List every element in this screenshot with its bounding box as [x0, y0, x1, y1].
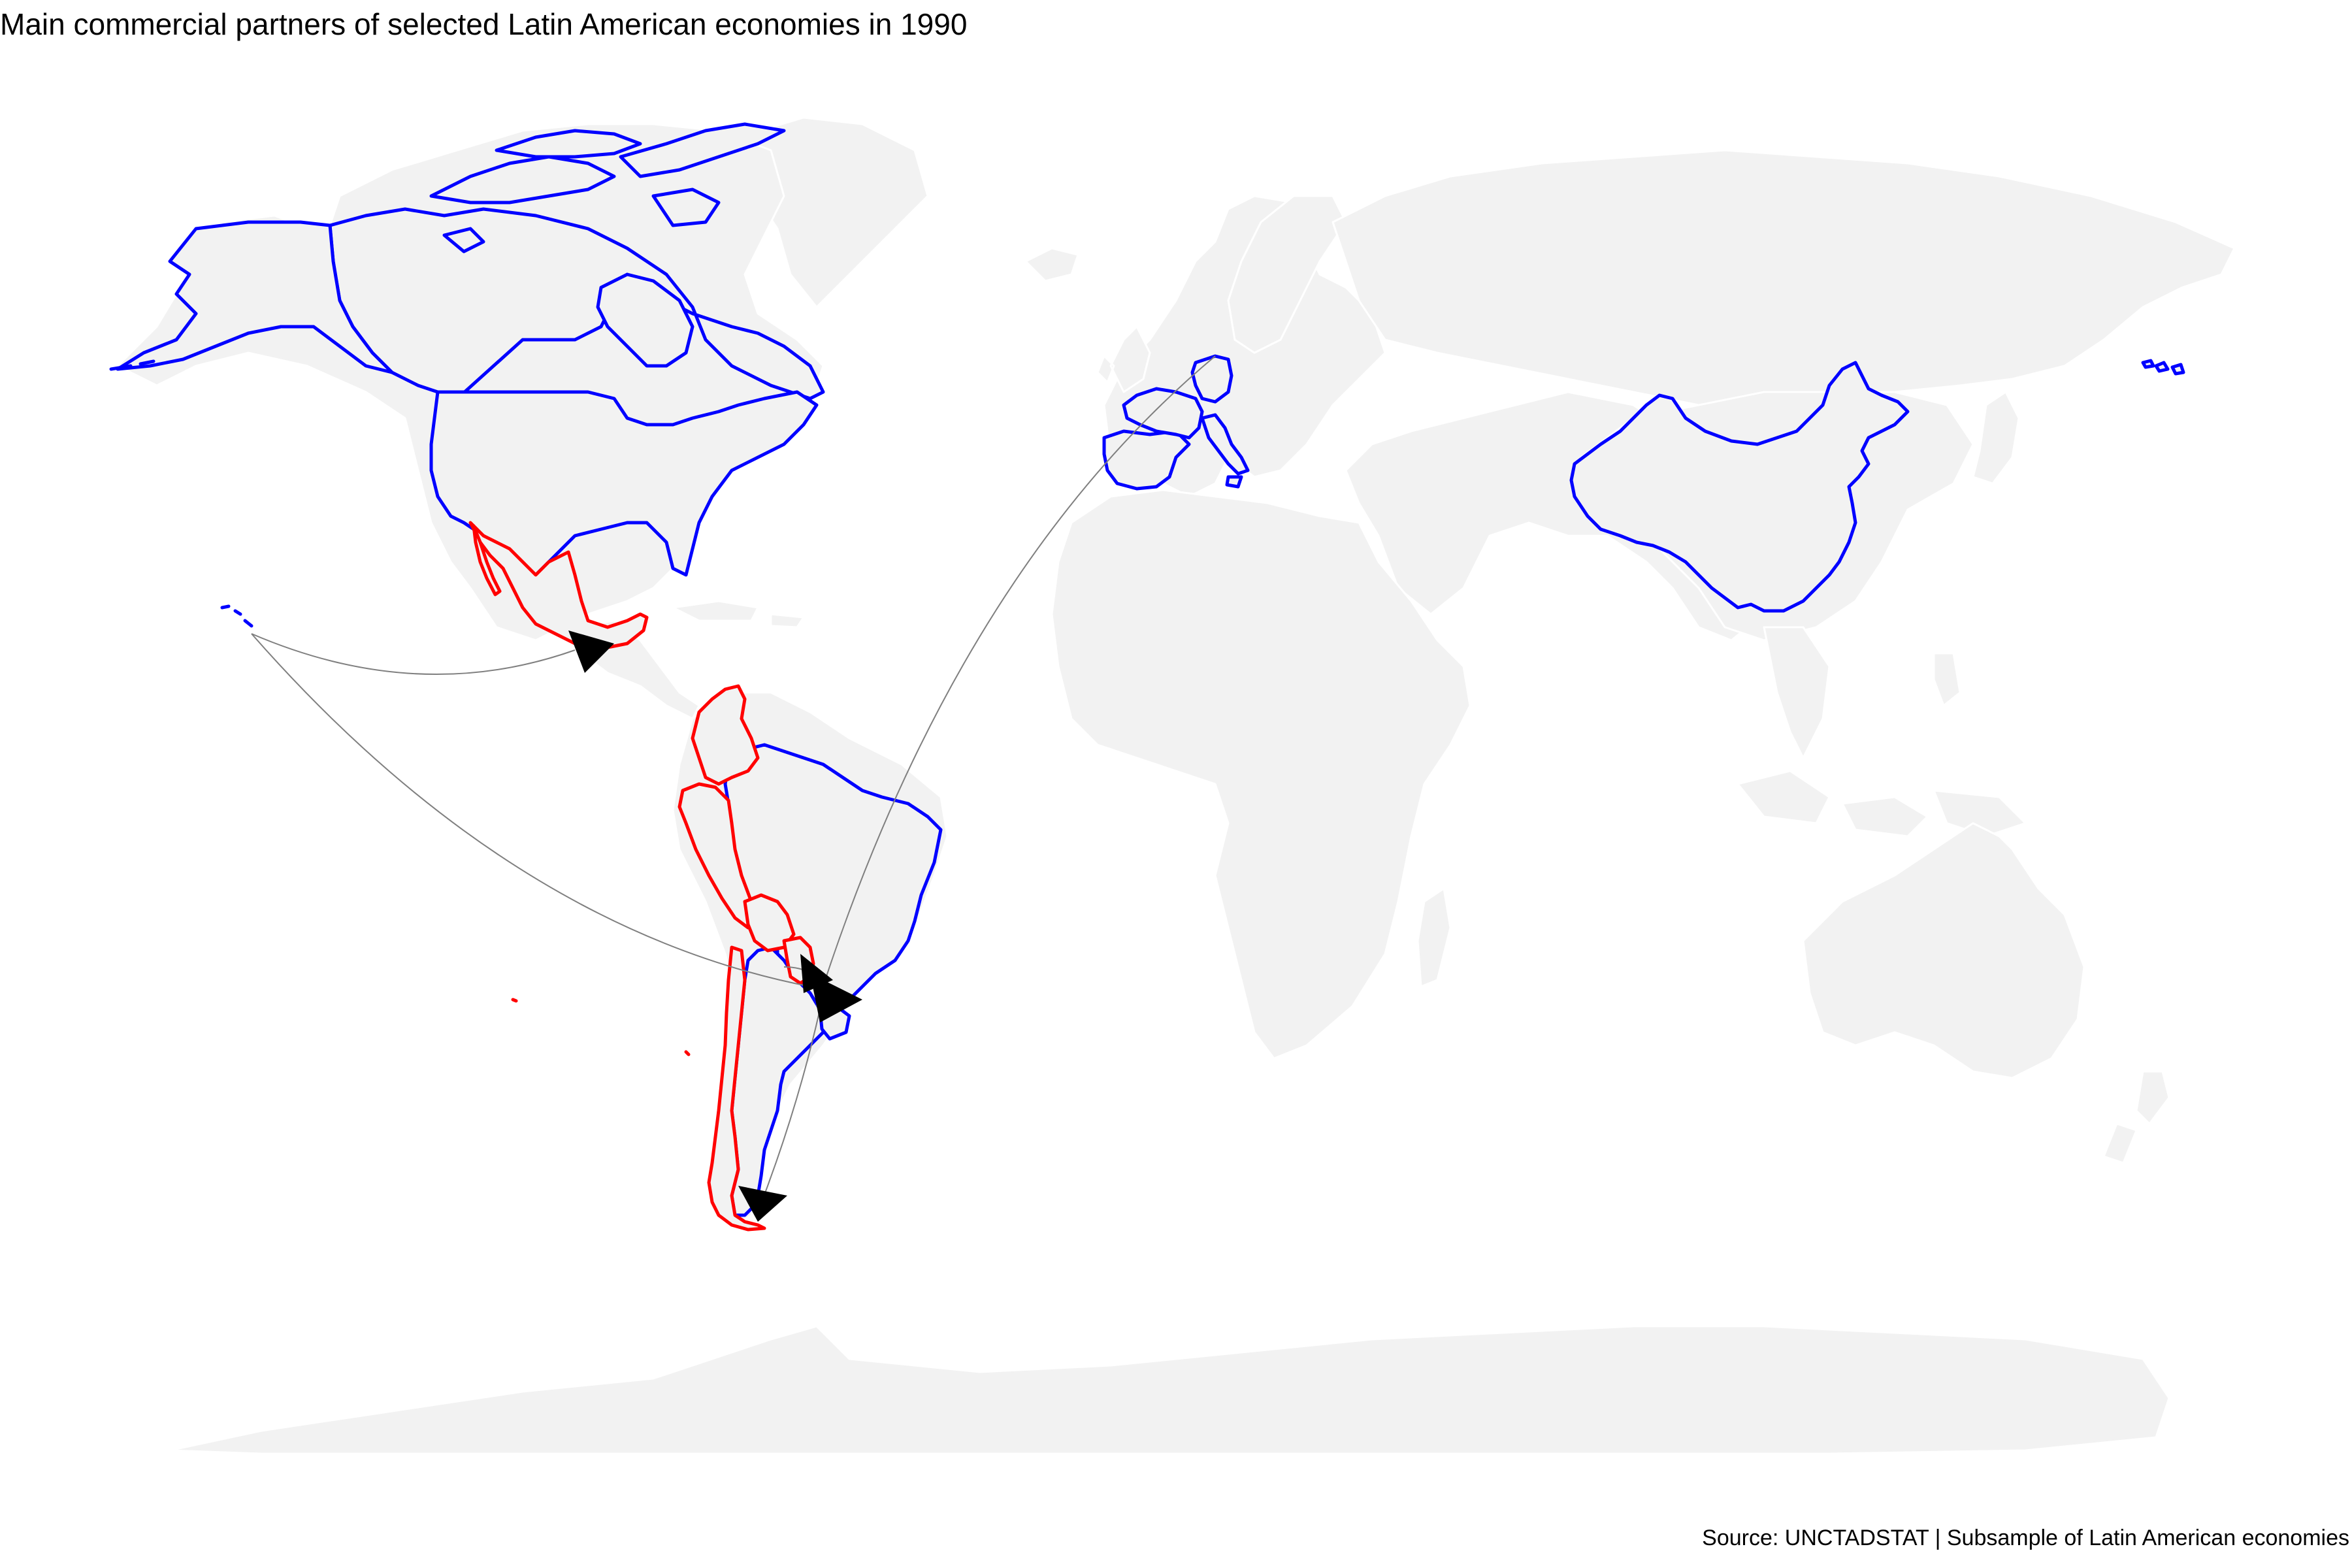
land-japan: [1972, 391, 2020, 485]
partner-japan: [2141, 359, 2185, 376]
arrow-head-chile: [738, 1186, 787, 1222]
partner-france: [1122, 387, 1204, 440]
land-russia: [1331, 149, 2236, 406]
land-scandinavia: [1227, 195, 1347, 354]
land-british-isles: [1096, 325, 1151, 393]
map-title: Main commercial partners of selected Lat…: [0, 7, 968, 41]
source-caption: Source: UNCTADSTAT | Subsample of Latin …: [1702, 1526, 2349, 1550]
origin-chile: [707, 945, 766, 1232]
arrow-heads-layer: [568, 630, 862, 1222]
origin-mexico: [468, 521, 649, 652]
origin-mexico-baja: [472, 524, 502, 596]
partner-outline-layer: [109, 122, 2185, 1217]
partner-canada: [328, 207, 825, 400]
partner-usa-alaska: [116, 220, 394, 374]
land-antarctica: [169, 1325, 2170, 1455]
land-indonesia: [1737, 652, 2027, 838]
land-africa: [1051, 489, 1471, 1060]
partner-usa-hawaii: [220, 604, 253, 628]
partner-usa-aleutians: [109, 359, 155, 371]
land-iceland: [1024, 247, 1079, 282]
partner-china: [1569, 361, 1910, 613]
partner-canada-islands: [429, 122, 786, 253]
flow-line-japan-mexico: [251, 633, 576, 676]
land-new-zealand: [2102, 1070, 2170, 1164]
flow-line-germany-argentina: [816, 355, 1216, 1007]
arrow-head-paraguay-2: [810, 973, 862, 1022]
land-greenland: [737, 116, 929, 308]
partner-spain-portugal: [1102, 429, 1191, 491]
land-madagascar: [1416, 887, 1452, 988]
origin-outline-layer: [468, 521, 815, 1232]
land-southeast-asia: [1763, 626, 1831, 759]
origin-colombia: [691, 684, 760, 786]
origin-islands: [511, 998, 691, 1056]
partner-italy: [1200, 413, 1250, 489]
flow-line-argentina-chile: [757, 1009, 821, 1213]
arrow-head-mexico: [568, 630, 614, 673]
land-australia: [1802, 822, 2085, 1079]
partner-canada-hudson-bay: [596, 272, 694, 368]
flow-line-japan-paraguay: [251, 633, 811, 987]
